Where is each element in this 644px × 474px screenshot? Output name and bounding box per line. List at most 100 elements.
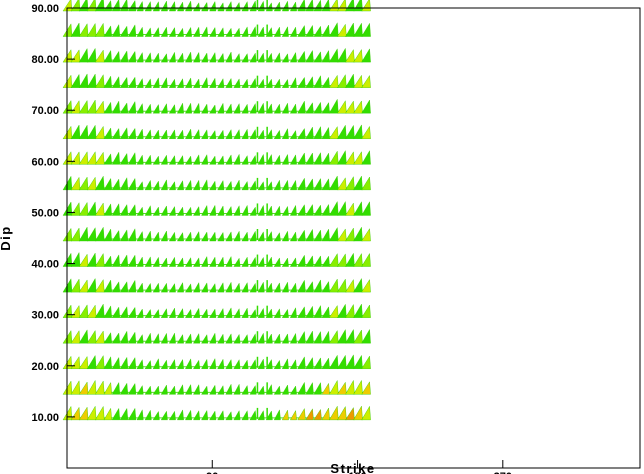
mechanism-glyph bbox=[328, 405, 339, 421]
mechanism-glyph bbox=[241, 231, 249, 242]
mechanism-glyph bbox=[249, 77, 257, 88]
mechanism-glyph bbox=[168, 410, 176, 421]
mechanism-glyph bbox=[233, 129, 241, 139]
mechanism-glyph bbox=[217, 78, 225, 88]
mechanism-glyph bbox=[103, 101, 112, 114]
mechanism-glyph bbox=[86, 0, 97, 12]
mechanism-glyph bbox=[273, 385, 281, 395]
mechanism-glyph bbox=[353, 0, 363, 12]
mechanism-glyph bbox=[176, 129, 184, 139]
mechanism-glyph bbox=[233, 359, 241, 369]
mechanism-glyph bbox=[313, 126, 322, 139]
mechanism-glyph bbox=[86, 329, 97, 344]
mechanism-glyph bbox=[345, 176, 355, 191]
mechanism-marks bbox=[62, 0, 371, 421]
mechanism-glyph bbox=[217, 155, 225, 165]
mechanism-glyph bbox=[289, 204, 297, 216]
mechanism-glyph bbox=[103, 356, 112, 369]
dip-row bbox=[62, 303, 371, 318]
mechanism-glyph bbox=[345, 227, 355, 242]
mechanism-glyph bbox=[94, 303, 105, 318]
mechanism-glyph bbox=[328, 379, 339, 395]
mechanism-glyph bbox=[249, 52, 257, 63]
mechanism-glyph bbox=[136, 409, 144, 421]
mechanism-glyph bbox=[119, 204, 129, 216]
mechanism-glyph bbox=[94, 330, 105, 344]
mechanism-glyph bbox=[321, 178, 330, 191]
mechanism-glyph bbox=[297, 0, 306, 12]
mechanism-glyph bbox=[361, 405, 371, 421]
mechanism-glyph bbox=[168, 129, 176, 139]
mechanism-glyph bbox=[241, 128, 249, 139]
mechanism-glyph bbox=[94, 49, 105, 63]
mechanism-glyph bbox=[345, 278, 355, 293]
mechanism-glyph bbox=[249, 359, 257, 369]
mechanism-glyph bbox=[78, 151, 89, 165]
mechanism-glyph bbox=[136, 51, 144, 63]
x-tick-label: 90 bbox=[206, 471, 218, 474]
mechanism-glyph bbox=[184, 155, 192, 165]
mechanism-glyph bbox=[103, 49, 112, 63]
y-tick-label: 50.00 bbox=[31, 207, 59, 219]
mechanism-glyph bbox=[70, 124, 81, 139]
mechanism-glyph bbox=[152, 231, 160, 242]
mechanism-glyph bbox=[78, 279, 89, 293]
mechanism-glyph bbox=[353, 175, 363, 191]
mechanism-glyph bbox=[289, 409, 297, 421]
mechanism-glyph bbox=[201, 129, 209, 139]
mechanism-glyph bbox=[111, 100, 121, 114]
mechanism-glyph bbox=[111, 356, 121, 369]
mechanism-glyph bbox=[127, 127, 137, 139]
mechanism-glyph bbox=[217, 410, 225, 421]
mechanism-glyph bbox=[119, 229, 129, 242]
mechanism-glyph bbox=[273, 333, 281, 344]
mechanism-glyph bbox=[176, 180, 184, 191]
mechanism-glyph bbox=[353, 252, 363, 267]
mechanism-glyph bbox=[328, 48, 339, 63]
mechanism-glyph bbox=[345, 151, 355, 165]
mechanism-glyph bbox=[289, 26, 297, 37]
mechanism-glyph bbox=[86, 354, 97, 369]
mechanism-glyph bbox=[201, 204, 209, 216]
mechanism-glyph bbox=[289, 359, 297, 369]
mechanism-glyph bbox=[217, 333, 225, 344]
mechanism-glyph bbox=[127, 357, 137, 369]
mechanism-glyph bbox=[273, 26, 281, 37]
mechanism-glyph bbox=[297, 152, 306, 165]
mechanism-glyph bbox=[127, 306, 137, 318]
mechanism-glyph bbox=[353, 379, 363, 395]
mechanism-glyph bbox=[353, 74, 363, 88]
mechanism-glyph bbox=[86, 73, 97, 88]
mechanism-glyph bbox=[289, 179, 297, 191]
mechanism-glyph bbox=[353, 329, 363, 344]
mechanism-glyph bbox=[337, 124, 347, 139]
mechanism-glyph bbox=[225, 231, 233, 242]
mechanism-glyph bbox=[281, 205, 289, 216]
mechanism-glyph bbox=[257, 307, 265, 318]
mechanism-glyph bbox=[273, 308, 281, 318]
mechanism-glyph bbox=[111, 281, 121, 293]
mechanism-glyph bbox=[168, 78, 176, 88]
y-tick-label: 90.00 bbox=[31, 3, 59, 15]
mechanism-glyph bbox=[305, 126, 314, 139]
mechanism-glyph bbox=[328, 304, 339, 318]
dip-row bbox=[62, 251, 371, 267]
y-tick-label: 40.00 bbox=[31, 259, 59, 271]
mechanism-glyph bbox=[86, 227, 97, 242]
mechanism-glyph bbox=[345, 124, 355, 139]
mechanism-glyph bbox=[361, 201, 371, 216]
mechanism-glyph bbox=[321, 152, 330, 165]
mechanism-glyph bbox=[321, 280, 330, 293]
mechanism-glyph bbox=[321, 49, 330, 63]
mechanism-glyph bbox=[209, 77, 217, 88]
mechanism-glyph bbox=[94, 125, 105, 139]
mechanism-glyph bbox=[337, 328, 347, 344]
mechanism-glyph bbox=[94, 380, 105, 395]
mechanism-glyph bbox=[241, 78, 249, 88]
mechanism-glyph bbox=[249, 308, 257, 318]
mechanism-glyph bbox=[241, 26, 249, 37]
mechanism-glyph bbox=[233, 205, 241, 216]
mechanism-glyph bbox=[209, 358, 217, 369]
mechanism-glyph bbox=[111, 254, 121, 267]
mechanism-glyph bbox=[353, 100, 363, 114]
